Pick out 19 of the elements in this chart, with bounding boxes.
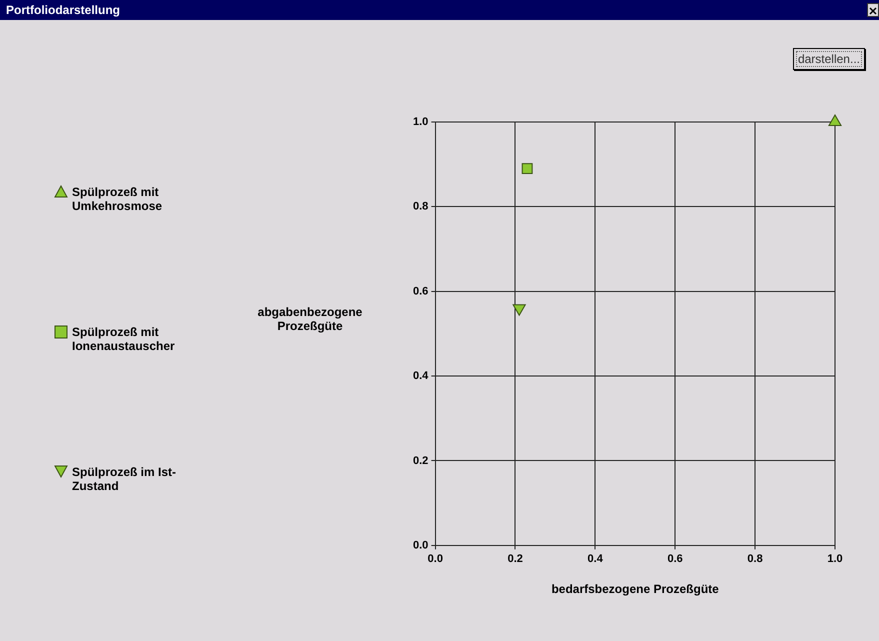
- text: darstellen...: [792, 48, 865, 70]
- y-tick-label: 0.6: [412, 285, 428, 298]
- y-tick-label: 0.0: [412, 539, 428, 552]
- y-tick-label: 0.2: [412, 454, 428, 467]
- legend-label: Spülprozeß mit Umkehrosmose: [72, 185, 164, 213]
- x-tick-label: 0.2: [508, 553, 523, 566]
- x-axis-title: bedarfsbezogene Prozeßgüte: [551, 582, 720, 596]
- x-tick-label: 0.4: [588, 553, 604, 566]
- x-tick-label: 1.0: [827, 553, 843, 566]
- text: Portfoliodarstellung: [0, 0, 879, 20]
- legend-label: Spülprozeß mit Ionenaustauscher: [72, 325, 176, 353]
- x-tick-label: 0.0: [428, 553, 443, 566]
- y-tick-label: 0.8: [412, 200, 428, 213]
- x-tick-label: 0.8: [747, 553, 763, 566]
- y-axis-title: abgabenbezogene Prozeßgüte: [256, 305, 364, 333]
- y-tick-label: 1.0: [412, 116, 428, 128]
- legend-label: Spülprozeß im Ist-Zustand: [72, 465, 178, 493]
- x-tick-label: 0.6: [667, 553, 683, 566]
- y-tick-label: 0.4: [412, 370, 430, 382]
